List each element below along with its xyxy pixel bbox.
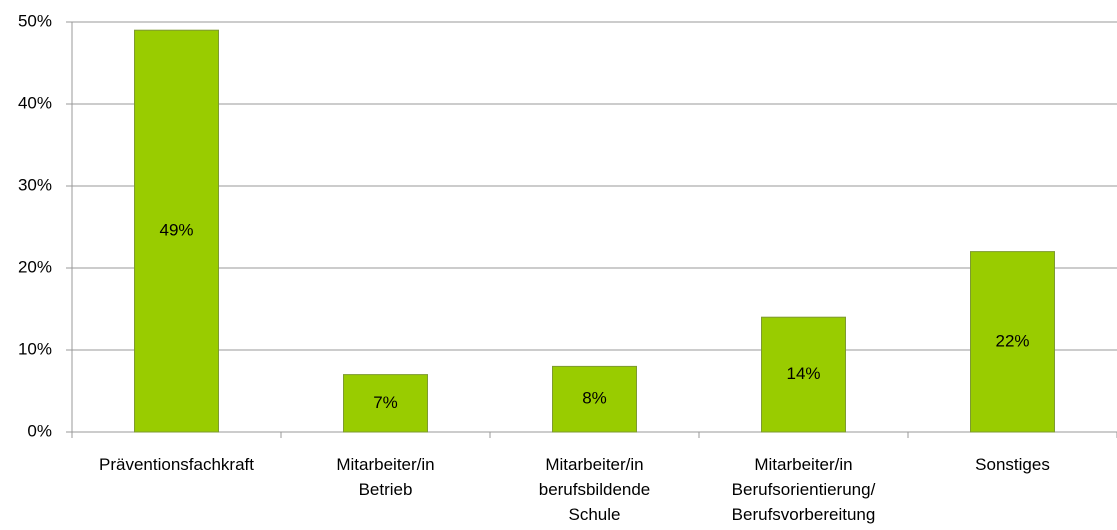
bar: [761, 316, 846, 433]
data-label: 49%: [159, 221, 193, 240]
x-tick-label: Sonstiges: [975, 455, 1050, 474]
data-label: 7%: [373, 393, 398, 412]
data-label: 14%: [786, 364, 820, 383]
bar: [343, 374, 428, 433]
data-label: 22%: [995, 331, 1029, 350]
y-tick-label: 30%: [18, 175, 52, 194]
x-tick-label: Mitarbeiter/in berufsbildende Schule: [538, 455, 651, 524]
y-tick-label: 10%: [18, 339, 52, 358]
x-tick-label: Präventionsfachkraft: [99, 455, 254, 474]
y-tick-label: 0%: [27, 421, 52, 440]
data-label: 8%: [582, 389, 607, 408]
y-tick-label: 50%: [18, 11, 52, 30]
y-tick-label: 20%: [18, 257, 52, 276]
bar: [970, 251, 1055, 433]
x-tick-label: Mitarbeiter/in Berufsorientierung/ Beruf…: [731, 455, 876, 524]
x-tick-label: Mitarbeiter/in Betrieb: [336, 455, 435, 499]
y-tick-label: 40%: [18, 93, 52, 112]
bar: [552, 365, 637, 433]
bar: [134, 29, 219, 433]
